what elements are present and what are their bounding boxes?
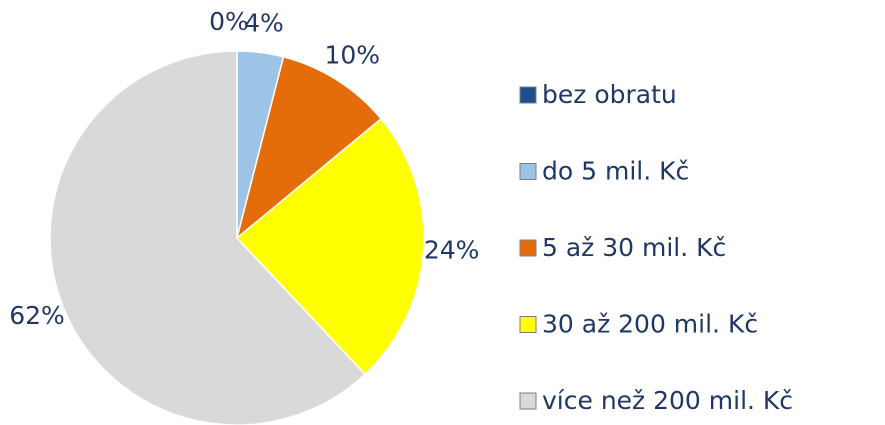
legend-label: 5 až 30 mil. Kč [542,233,726,262]
data-label: 24% [424,236,480,265]
legend-marker [519,86,537,104]
legend-marker [519,239,537,257]
legend-marker [519,392,537,410]
pie-slice [49,50,367,425]
legend-marker [519,316,537,333]
legend-label: více než 200 mil. Kč [542,386,793,415]
legend-label: do 5 mil. Kč [542,157,689,186]
legend-label: 30 až 200 mil. Kč [542,310,758,339]
data-label: 4% [244,9,284,38]
legend-marker [519,163,537,180]
pie-slice [235,55,383,241]
data-label: 0% [209,7,249,36]
legend-label: bez obratu [542,80,677,109]
data-label: 10% [324,40,380,69]
data-label: 62% [9,301,65,330]
pie-slice [235,117,425,376]
